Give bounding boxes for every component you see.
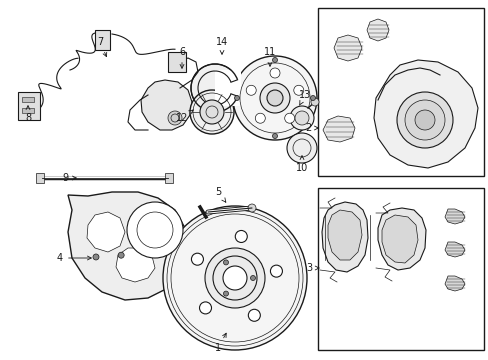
Polygon shape	[68, 192, 187, 300]
Circle shape	[200, 100, 224, 124]
Text: 6: 6	[179, 47, 184, 68]
Circle shape	[293, 85, 303, 95]
Circle shape	[199, 302, 211, 314]
Circle shape	[255, 113, 265, 123]
Circle shape	[223, 266, 246, 290]
Circle shape	[270, 265, 282, 277]
Polygon shape	[366, 19, 388, 41]
Text: 14: 14	[215, 37, 228, 54]
Circle shape	[191, 253, 203, 265]
Circle shape	[272, 58, 277, 63]
Bar	[168, 52, 185, 72]
Circle shape	[404, 100, 444, 140]
Circle shape	[232, 56, 316, 140]
Polygon shape	[327, 210, 361, 260]
Circle shape	[246, 85, 256, 95]
Circle shape	[204, 248, 264, 308]
Text: 4: 4	[57, 253, 91, 263]
Bar	[164, 173, 173, 183]
Circle shape	[223, 260, 228, 265]
Polygon shape	[141, 80, 192, 130]
Circle shape	[234, 95, 239, 100]
Text: 7: 7	[97, 37, 106, 57]
Circle shape	[414, 110, 434, 130]
Bar	[22, 97, 34, 102]
Polygon shape	[444, 276, 464, 291]
Polygon shape	[333, 35, 361, 61]
Text: 3: 3	[305, 263, 318, 273]
Circle shape	[235, 230, 247, 243]
Circle shape	[260, 83, 289, 113]
Bar	[36, 173, 44, 183]
Text: 11: 11	[264, 47, 276, 66]
Circle shape	[272, 134, 277, 139]
Circle shape	[118, 252, 124, 258]
Bar	[215, 70, 241, 106]
Text: 5: 5	[214, 187, 225, 202]
Polygon shape	[444, 242, 464, 257]
Circle shape	[248, 309, 260, 321]
Polygon shape	[323, 116, 354, 142]
Circle shape	[163, 206, 306, 350]
Polygon shape	[116, 248, 155, 282]
Text: 1: 1	[215, 333, 226, 353]
Circle shape	[191, 64, 239, 112]
Polygon shape	[377, 208, 425, 270]
Circle shape	[269, 68, 280, 78]
Circle shape	[266, 90, 283, 106]
Circle shape	[93, 254, 99, 260]
Bar	[317, 188, 483, 350]
Circle shape	[294, 111, 308, 125]
Text: 9: 9	[62, 173, 76, 183]
Text: 12: 12	[176, 110, 193, 123]
Polygon shape	[321, 202, 367, 272]
Circle shape	[190, 90, 234, 134]
Bar	[22, 108, 34, 113]
Text: 2: 2	[304, 123, 318, 133]
Polygon shape	[87, 212, 125, 252]
Text: 8: 8	[25, 106, 31, 123]
Polygon shape	[444, 209, 464, 224]
Circle shape	[250, 275, 255, 280]
Circle shape	[310, 95, 315, 100]
Text: 13: 13	[298, 90, 310, 105]
Circle shape	[289, 106, 313, 130]
Circle shape	[396, 92, 452, 148]
Bar	[95, 30, 110, 50]
Polygon shape	[381, 215, 417, 263]
Circle shape	[286, 133, 316, 163]
Circle shape	[310, 98, 318, 106]
Polygon shape	[373, 60, 477, 168]
Bar	[317, 8, 483, 176]
Circle shape	[168, 111, 182, 125]
Circle shape	[284, 113, 294, 123]
Bar	[18, 92, 40, 120]
Circle shape	[223, 291, 228, 296]
Circle shape	[127, 202, 183, 258]
Text: 10: 10	[295, 156, 307, 173]
Circle shape	[247, 204, 256, 212]
